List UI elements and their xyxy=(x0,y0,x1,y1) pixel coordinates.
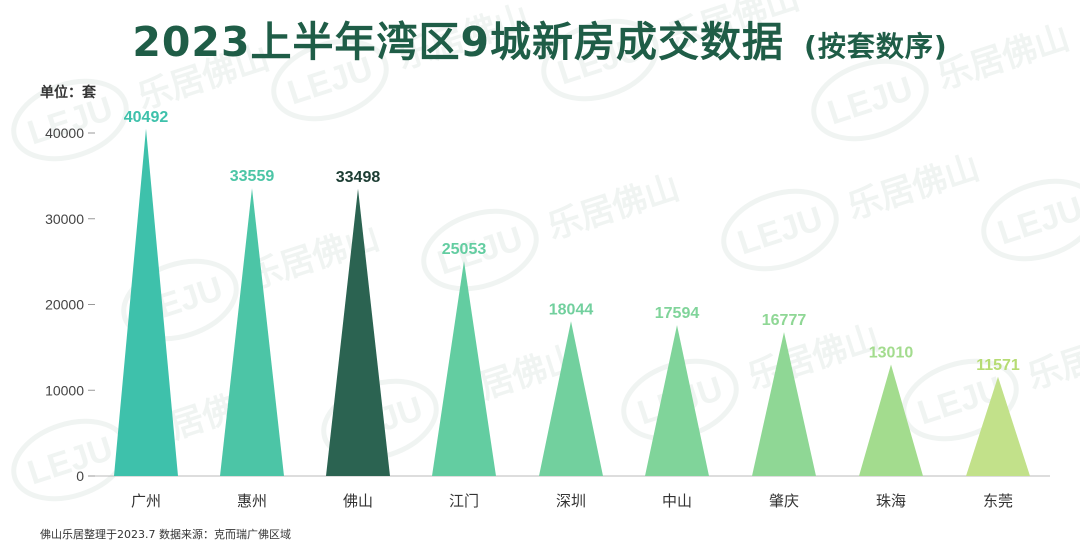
data-label: 17594 xyxy=(655,305,700,322)
title-subtitle: (按套数序) xyxy=(804,30,948,63)
source-note: 佛山乐居整理于2023.7 数据来源：克而瑞广佛区域 xyxy=(40,528,291,541)
x-tick-label: 江门 xyxy=(449,492,479,510)
bar-惠州 xyxy=(220,188,284,476)
y-tick-label: 30000 xyxy=(45,211,84,227)
bar-江门 xyxy=(432,261,496,476)
data-label: 40492 xyxy=(124,109,169,126)
data-label: 25053 xyxy=(442,241,487,258)
x-tick-label: 中山 xyxy=(662,492,692,510)
data-label: 33498 xyxy=(336,169,381,186)
bar-肇庆 xyxy=(752,332,816,476)
data-label: 18044 xyxy=(549,301,594,318)
data-label: 33559 xyxy=(230,168,275,185)
data-label: 11571 xyxy=(976,357,1020,374)
bar-广州 xyxy=(114,128,178,476)
y-tick-label: 10000 xyxy=(45,382,84,398)
x-tick-label: 惠州 xyxy=(237,492,267,510)
x-tick-label: 东莞 xyxy=(983,492,1013,510)
bar-佛山 xyxy=(326,188,390,477)
y-tick-label: 40000 xyxy=(45,125,84,141)
x-tick-label: 珠海 xyxy=(876,492,906,510)
data-label: 13010 xyxy=(869,344,914,361)
unit-label: 单位：套 xyxy=(40,85,96,101)
bar-中山 xyxy=(645,325,709,476)
y-tick-label: 20000 xyxy=(45,297,84,313)
bar-珠海 xyxy=(859,364,923,476)
chart-title: 2023上半年湾区9城新房成交数据 (按套数序) xyxy=(0,8,1080,68)
bar-深圳 xyxy=(539,321,603,476)
x-tick-label: 广州 xyxy=(131,492,161,510)
x-tick-label: 深圳 xyxy=(556,492,586,510)
title-main: 2023上半年湾区9城新房成交数据 xyxy=(132,18,785,66)
x-tick-label: 肇庆 xyxy=(769,492,799,510)
data-label: 16777 xyxy=(762,312,807,329)
chart-plot: 0 10000 20000 30000 40000 40492 广州 33559 惠州 33498… xyxy=(45,109,1050,510)
bar-东莞 xyxy=(966,376,1030,476)
x-tick-label: 佛山 xyxy=(343,492,373,510)
y-tick-label: 0 xyxy=(76,468,84,484)
